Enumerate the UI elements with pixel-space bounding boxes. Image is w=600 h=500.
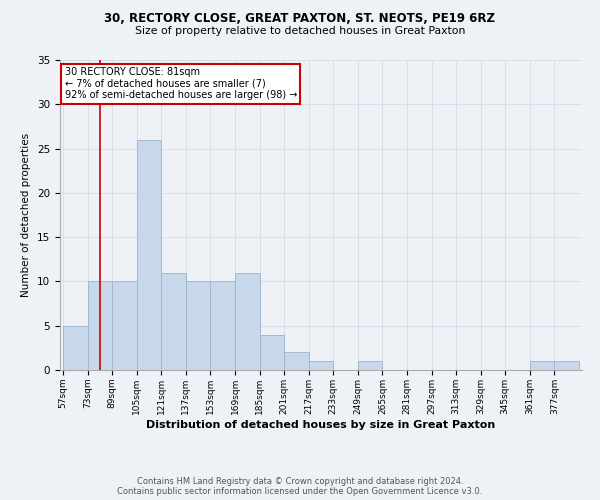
Bar xyxy=(358,361,382,370)
Bar xyxy=(530,361,554,370)
Text: 30 RECTORY CLOSE: 81sqm
← 7% of detached houses are smaller (7)
92% of semi-deta: 30 RECTORY CLOSE: 81sqm ← 7% of detached… xyxy=(65,67,297,100)
Bar xyxy=(235,272,260,370)
Text: Size of property relative to detached houses in Great Paxton: Size of property relative to detached ho… xyxy=(135,26,465,36)
Text: Contains HM Land Registry data © Crown copyright and database right 2024.: Contains HM Land Registry data © Crown c… xyxy=(137,476,463,486)
Bar xyxy=(211,282,235,370)
Bar xyxy=(112,282,137,370)
X-axis label: Distribution of detached houses by size in Great Paxton: Distribution of detached houses by size … xyxy=(146,420,496,430)
Text: Contains public sector information licensed under the Open Government Licence v3: Contains public sector information licen… xyxy=(118,486,482,496)
Bar xyxy=(63,326,88,370)
Bar xyxy=(137,140,161,370)
Text: 30, RECTORY CLOSE, GREAT PAXTON, ST. NEOTS, PE19 6RZ: 30, RECTORY CLOSE, GREAT PAXTON, ST. NEO… xyxy=(104,12,496,26)
Bar xyxy=(309,361,333,370)
Bar xyxy=(284,352,309,370)
Bar xyxy=(88,282,112,370)
Y-axis label: Number of detached properties: Number of detached properties xyxy=(22,133,31,297)
Bar xyxy=(161,272,186,370)
Bar xyxy=(260,334,284,370)
Bar xyxy=(186,282,211,370)
Bar xyxy=(554,361,579,370)
